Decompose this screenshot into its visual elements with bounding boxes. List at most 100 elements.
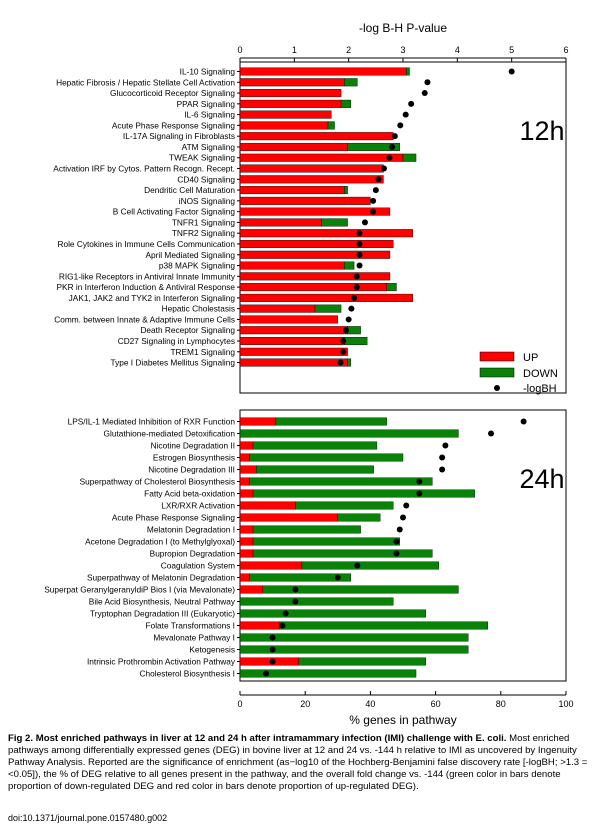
category-label: LPS/IL-1 Mediated Inhibition of RXR Func… [68,417,236,427]
bar-up [239,186,345,195]
bar-down [252,537,400,546]
category-label: Cholesterol Biosynthesis I [140,669,235,679]
bar-down [239,597,394,606]
category-label: TREM1 Signaling [170,347,235,357]
panel-12h-label: 12h [519,116,564,146]
logbh-marker [356,240,363,247]
bar-up [239,489,254,498]
category-label: Tryptophan Degradation III (Eukaryotic) [90,609,235,619]
bar-down [327,121,335,130]
category-label: Superpathway of Melatonin Degradation [87,573,235,583]
bar-down [239,633,469,642]
legend-down-swatch [479,367,515,378]
bottom-axis-tick-label: 100 [558,699,573,709]
logbh-marker [400,514,406,521]
legend-marker-symbol [494,385,500,391]
bottom-axis-label: % genes in pathway [349,713,456,727]
bar-up [239,453,250,462]
category-label: PPAR Signaling [177,99,236,109]
category-label: April Mediated Signaling [146,250,236,260]
logbh-marker [340,338,347,344]
bar-up [239,239,394,248]
logbh-marker [439,466,446,473]
logbh-marker [393,538,400,545]
category-label: Ketogenesis [189,645,235,655]
bar-down [295,501,394,510]
logbh-marker [391,133,398,140]
bar-up [239,164,384,173]
logbh-marker [282,610,289,617]
bar-up [239,293,413,302]
logbh-marker [370,197,377,204]
top-axis-tick-label: 6 [563,45,568,55]
bar-down [347,326,361,335]
logbh-marker [397,122,404,129]
legend-down-label: DOWN [523,368,558,380]
category-label: Nicotine Degradation III [148,465,235,475]
logbh-marker [269,634,276,641]
category-label: PKR in Interferon Induction & Antiviral … [57,282,236,292]
bar-down [252,549,433,558]
bar-down [402,153,417,162]
logbh-marker [356,262,363,269]
logbh-marker [424,79,431,86]
bar-down [347,358,352,367]
category-label: Hepatic Fibrosis / Hepatic Stellate Cell… [56,77,235,87]
top-axis-tick-label: 2 [346,45,351,55]
category-label: Estrogen Biosynthesis [153,453,235,463]
bar-up [239,657,299,666]
legend-up-label: UP [523,352,538,364]
bar-down [252,525,361,534]
logbh-marker [354,562,361,569]
category-label: LXR/RXR Activation [161,501,235,511]
bar-down [256,465,374,474]
bar-up [239,304,316,313]
category-label: RIG1-like Receptors in Antiviral Innate … [59,271,236,281]
top-axis-tick-label: 0 [237,45,242,55]
bar-up [239,337,345,346]
category-label: Acetone Degradation I (to Methylglyoxal) [85,537,235,547]
panel-12h-frame [239,61,567,394]
category-label: Glutathione-mediated Detoxification [104,429,236,439]
logbh-marker [342,327,349,334]
logbh-marker [351,294,358,301]
bar-up [239,465,257,474]
top-axis-tick-label: 5 [509,45,514,55]
bar-up [239,358,348,367]
bar-down [239,669,417,678]
logbh-marker [269,646,276,653]
logbh-marker [370,208,377,215]
category-label: Comm. between Innate & Adaptive Immune C… [54,314,235,324]
logbh-marker [520,418,527,425]
category-label: Melatonin Degradation I [147,525,235,535]
panel-24h-label: 24h [519,464,564,494]
bar-down [262,585,459,594]
logbh-marker [508,68,515,75]
category-label: CD40 Signaling [177,174,235,184]
logbh-marker [292,586,299,593]
bar-up [239,272,391,281]
category-label: TWEAK Signaling [169,153,235,163]
bar-up [239,501,296,510]
bar-up [239,573,250,582]
logbh-marker [279,622,286,629]
bar-down [321,218,348,227]
logbh-marker [389,143,396,150]
bar-up [239,549,254,558]
category-label: Acute Phase Response Signaling [112,513,236,523]
caption-title: Fig 2. Most enriched pathways in liver a… [8,733,507,744]
bar-up [239,196,371,205]
category-label: Superpat GeranylgeranyldiP Bios I (via M… [44,585,235,595]
category-label: Hepatic Cholestasis [162,304,235,314]
bar-down [252,441,378,450]
logbh-marker [403,502,410,509]
bar-up [239,218,322,227]
logbh-marker [356,230,363,237]
bar-up [239,153,404,162]
logbh-marker [416,490,423,497]
bar-up [239,229,413,238]
logbh-marker [334,574,341,581]
logbh-marker [442,442,449,449]
logbh-marker [337,359,344,366]
